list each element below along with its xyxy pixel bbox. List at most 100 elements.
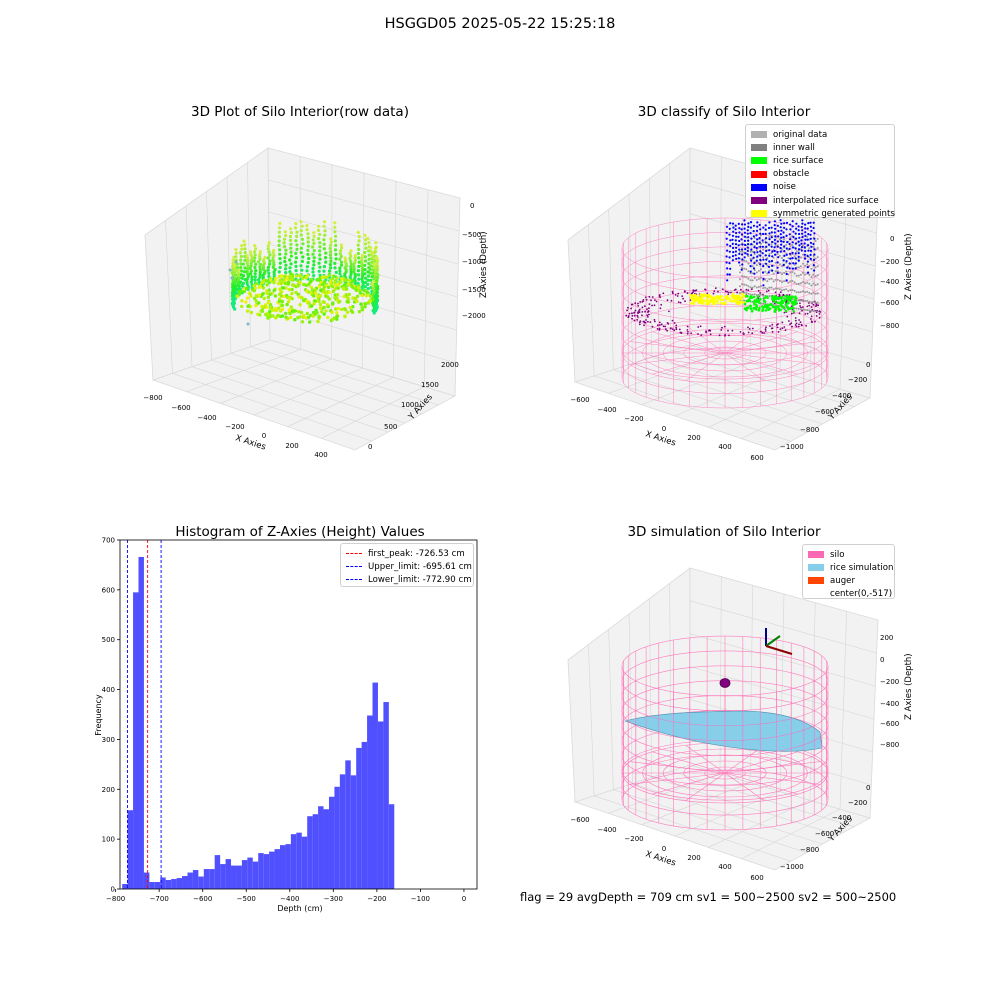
raw-point bbox=[353, 253, 357, 258]
inner-wall-point bbox=[757, 269, 760, 272]
noise-point bbox=[729, 267, 732, 270]
panel4-x-tick-label: 400 bbox=[718, 863, 731, 871]
inner-wall-point bbox=[743, 299, 746, 302]
panel1-y-tick-label: 0 bbox=[368, 443, 372, 451]
raw-point bbox=[365, 290, 369, 294]
interpolated-point bbox=[654, 320, 656, 323]
interpolated-point bbox=[682, 297, 684, 300]
panel4-z-tick-label: −200 bbox=[880, 678, 899, 686]
noise-point bbox=[738, 261, 741, 264]
interpolated-point bbox=[637, 316, 639, 318]
noise-point bbox=[725, 231, 728, 234]
noise-point bbox=[758, 241, 761, 244]
noise-point bbox=[806, 227, 809, 230]
inner-wall-point bbox=[776, 287, 779, 290]
rice-surface-point bbox=[749, 307, 753, 311]
interpolated-point bbox=[690, 332, 693, 335]
histogram-y-axis-label: Frequency bbox=[94, 694, 103, 736]
noise-point bbox=[756, 225, 759, 228]
inner-wall-point bbox=[739, 271, 741, 274]
raw-point bbox=[253, 265, 257, 270]
legend-swatch bbox=[751, 144, 767, 152]
panel4-y-tick-label: −400 bbox=[832, 814, 851, 822]
raw-point bbox=[257, 301, 261, 305]
inner-wall-point bbox=[757, 285, 760, 288]
raw-point bbox=[322, 238, 326, 242]
panel1-x-tick-label: −200 bbox=[225, 423, 244, 431]
inner-wall-point bbox=[753, 237, 756, 239]
interpolated-point bbox=[800, 323, 803, 326]
panel4-y-tick-label: −200 bbox=[848, 799, 867, 807]
y-tick-label: 200 bbox=[102, 786, 115, 794]
raw-point bbox=[294, 290, 298, 295]
panel4-legend: silo rice simulation auger center(0,-517… bbox=[802, 544, 895, 599]
panel4-z-tick-label: 0 bbox=[880, 656, 884, 664]
interpolated-point bbox=[634, 302, 637, 305]
noise-point bbox=[770, 226, 773, 229]
histogram-bar bbox=[241, 860, 248, 889]
noise-point bbox=[812, 226, 815, 230]
raw-point bbox=[357, 264, 361, 268]
inner-wall-point bbox=[799, 299, 802, 302]
raw-point bbox=[278, 226, 282, 230]
interpolated-point bbox=[784, 329, 787, 332]
symmetric-point bbox=[733, 299, 736, 303]
rice-surface-point bbox=[752, 295, 756, 299]
symmetric-point bbox=[735, 302, 738, 305]
noise-point bbox=[758, 237, 761, 240]
raw-point bbox=[290, 291, 294, 296]
raw-point bbox=[271, 256, 275, 260]
silo-floor-spoke bbox=[724, 352, 765, 381]
raw-point bbox=[289, 246, 293, 250]
symmetric-point bbox=[710, 298, 713, 302]
raw-point bbox=[312, 302, 316, 306]
rice-surface-point bbox=[757, 300, 760, 303]
noise-point bbox=[743, 256, 746, 259]
raw-point bbox=[239, 262, 243, 266]
raw-point bbox=[341, 286, 346, 291]
raw-point bbox=[285, 302, 289, 307]
interpolated-point bbox=[651, 325, 654, 328]
symmetric-point bbox=[704, 294, 708, 298]
noise-point bbox=[761, 252, 764, 255]
raw-point bbox=[336, 286, 340, 290]
interpolated-point bbox=[680, 331, 682, 334]
interpolated-point bbox=[745, 288, 748, 291]
inner-wall-point bbox=[814, 266, 817, 269]
histogram-bar bbox=[127, 810, 134, 889]
inner-wall-point bbox=[745, 276, 748, 279]
raw-point bbox=[322, 305, 326, 310]
noise-point bbox=[749, 226, 753, 229]
raw-point bbox=[352, 270, 356, 274]
raw-point bbox=[284, 233, 288, 238]
interpolated-point bbox=[678, 328, 681, 331]
raw-point bbox=[322, 220, 327, 224]
noise-point bbox=[737, 235, 740, 238]
raw-point bbox=[316, 319, 320, 324]
interpolated-point bbox=[649, 321, 652, 323]
raw-point bbox=[278, 287, 282, 291]
legend-item: center(0,-517) bbox=[808, 588, 892, 601]
silo-floor-spoke bbox=[685, 772, 726, 801]
legend-line bbox=[346, 553, 362, 555]
x-tick-label: −200 bbox=[367, 895, 386, 903]
panel4-silo-wireframe-front bbox=[621, 665, 829, 831]
histogram-bar bbox=[372, 682, 378, 889]
inner-wall-point bbox=[812, 255, 815, 258]
noise-point bbox=[755, 246, 758, 250]
inner-wall-point bbox=[778, 263, 781, 266]
inner-wall-point bbox=[753, 293, 756, 296]
symmetric-point bbox=[729, 299, 732, 303]
raw-point bbox=[234, 248, 238, 252]
raw-point bbox=[339, 243, 343, 247]
raw-point bbox=[376, 287, 380, 291]
noise-point bbox=[726, 267, 729, 270]
interpolated-point bbox=[764, 328, 767, 331]
raw-point bbox=[363, 302, 368, 306]
interpolated-point bbox=[778, 294, 781, 297]
interpolated-point bbox=[747, 289, 750, 291]
panel4-z-tick-label: −400 bbox=[880, 700, 899, 708]
raw-point bbox=[299, 229, 303, 233]
noise-point bbox=[806, 266, 809, 269]
symmetric-point bbox=[731, 292, 735, 296]
